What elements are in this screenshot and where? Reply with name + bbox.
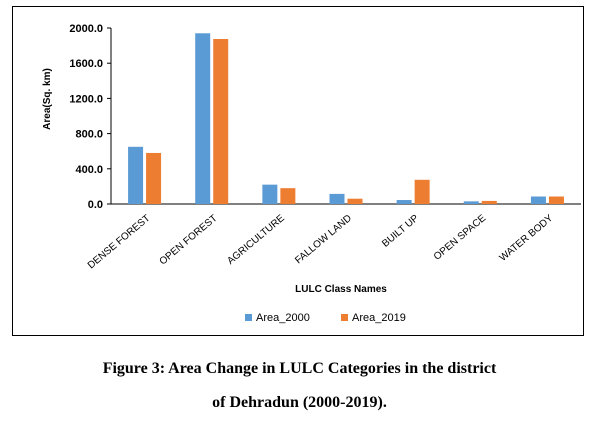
x-tick-label: BUILT UP (380, 213, 421, 250)
y-tick-label: 1200.0 (69, 93, 103, 105)
bar-area-2000-agriculture (262, 184, 278, 204)
bar-area-2019-fallow-land (347, 198, 363, 204)
y-tick-label: 2000.0 (69, 23, 103, 35)
x-tick-label: DENSE FOREST (86, 213, 153, 271)
x-tick-label: FALLOW LAND (293, 213, 354, 266)
legend-swatch (245, 314, 252, 321)
caption-line-2: of Dehradun (2000-2019). (212, 394, 387, 411)
caption-line-1: Figure 3: Area Change in LULC Categories… (102, 360, 497, 377)
bar-area-2000-built-up (396, 200, 412, 204)
y-axis-title: Area(Sq. km) (42, 68, 53, 130)
x-tick-label: OPEN SPACE (432, 213, 489, 263)
x-tick-label: OPEN FOREST (158, 213, 220, 268)
legend-label: Area_2000 (256, 312, 310, 324)
x-tick-label: AGRICULTURE (225, 213, 287, 267)
bar-area-2019-agriculture (280, 188, 296, 204)
bar-area-2019-water-body (548, 196, 564, 204)
bar-area-2019-open-forest (213, 39, 229, 204)
y-tick-label: 1600.0 (69, 58, 103, 70)
chart-frame: Area(Sq. km) 2000.0 1600.0 1200.0 800.0 400.… (12, 6, 584, 336)
bar-area-2000-fallow-land (329, 193, 345, 204)
legend-label: Area_2019 (352, 312, 406, 324)
bar-area-2000-open-forest (195, 33, 211, 204)
y-tick-label: 800.0 (75, 129, 103, 141)
bar-area-2000-dense-forest (128, 146, 144, 204)
bar-area-2019-open-space (481, 200, 497, 204)
bar-area-2000-open-space (463, 201, 479, 204)
legend-swatch (341, 314, 348, 321)
y-tick-label: 0.0 (88, 199, 103, 211)
legend: Area_2000 Area_2019 (245, 312, 406, 324)
bar-area-2000-water-body (530, 196, 546, 204)
x-axis-title: LULC Class Names (295, 284, 387, 295)
x-tick-label: WATER BODY (498, 213, 556, 264)
bar-area-2019-dense-forest (146, 152, 162, 204)
y-tick-label: 400.0 (75, 164, 103, 176)
bar-chart: Area(Sq. km) 2000.0 1600.0 1200.0 800.0 400.… (42, 23, 581, 324)
bar-area-2019-built-up (414, 179, 430, 204)
figure-caption: Figure 3: Area Change in LULC Categories… (0, 352, 599, 420)
